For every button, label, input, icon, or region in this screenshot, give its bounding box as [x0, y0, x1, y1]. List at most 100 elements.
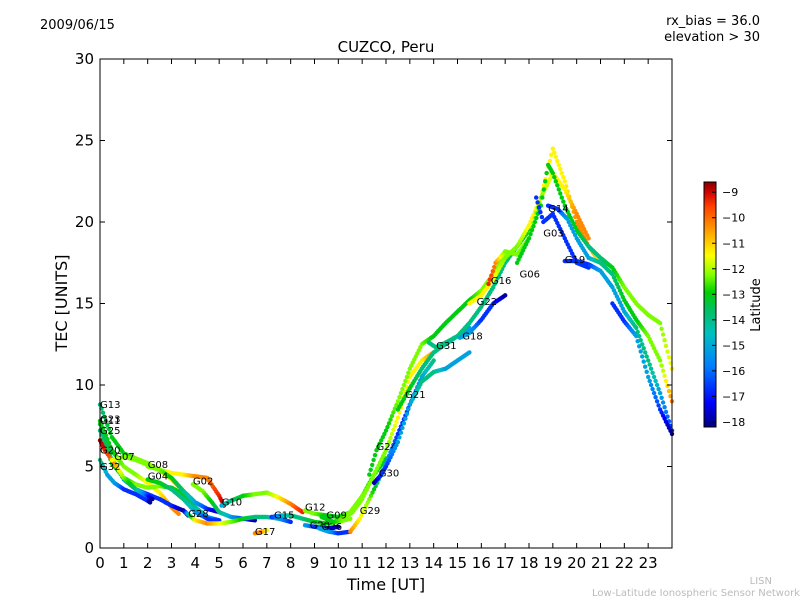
satellite-label: G26	[322, 522, 342, 533]
data-point	[662, 338, 667, 343]
data-point	[665, 349, 670, 354]
satellite-label: G32	[100, 462, 120, 473]
credit-short: LISN	[749, 576, 772, 587]
data-point	[264, 527, 269, 533]
data-point	[103, 418, 109, 424]
x-tick-label: 12	[376, 554, 395, 572]
data-point	[654, 382, 660, 388]
data-point	[404, 411, 410, 417]
satellite-label: G31	[436, 341, 456, 352]
x-tick-label: 0	[95, 554, 105, 572]
data-point	[644, 354, 649, 359]
data-point	[666, 355, 672, 360]
data-point	[380, 435, 385, 440]
data-point	[431, 358, 436, 363]
data-point	[646, 358, 651, 363]
satellite-label: G08	[148, 460, 168, 471]
satellite-label: G22	[477, 297, 497, 308]
satellite-label: G09	[326, 511, 346, 522]
data-point	[389, 431, 395, 437]
colorbar-tick-label: −10	[722, 212, 745, 225]
satellite-label: G17	[255, 527, 275, 538]
data-point	[531, 223, 536, 229]
data-point	[657, 390, 663, 396]
satellite-label: G16	[491, 276, 511, 287]
data-point	[401, 382, 407, 388]
y-tick-label: 25	[75, 132, 94, 150]
satellite-label: G18	[462, 331, 482, 342]
data-point	[550, 170, 555, 176]
x-tick-label: 21	[591, 554, 610, 572]
chart-title: CUZCO, Peru	[338, 38, 435, 56]
data-point	[383, 448, 389, 453]
data-point	[643, 364, 648, 369]
data-point	[102, 414, 107, 419]
x-tick-label: 10	[329, 554, 348, 572]
data-point	[663, 343, 669, 349]
data-point	[662, 373, 667, 378]
data-point	[651, 374, 657, 380]
data-point	[540, 195, 545, 200]
data-point	[558, 191, 563, 196]
colorbar-label: Latitude	[749, 278, 764, 332]
x-tick-label: 19	[543, 554, 562, 572]
satellite-label: G25	[100, 426, 120, 437]
data-point	[555, 183, 560, 188]
y-tick-label: 15	[75, 295, 94, 313]
colorbar-tick-label: −16	[722, 365, 745, 378]
data-point	[556, 162, 561, 168]
data-point	[403, 378, 408, 384]
data-point	[391, 427, 396, 432]
data-point	[651, 390, 657, 396]
colorbar-tick-label: −12	[722, 263, 745, 276]
satellite-label: G03	[543, 229, 563, 240]
data-point	[641, 359, 646, 364]
colorbar-tick-label: −11	[722, 237, 745, 250]
data-point	[659, 395, 664, 400]
data-point	[105, 422, 110, 428]
satellite-label: G14	[548, 204, 568, 215]
data-point	[401, 421, 407, 426]
data-point	[534, 215, 539, 221]
data-point	[106, 426, 112, 432]
satellite-label: G29	[360, 506, 380, 517]
elevation-label: elevation > 30	[664, 30, 760, 45]
data-point	[663, 409, 669, 415]
colorbar-tick-label: −15	[722, 339, 745, 352]
data-point	[559, 195, 564, 200]
x-tick-label: 2	[143, 554, 153, 572]
data-point	[382, 431, 387, 437]
data-point	[650, 370, 655, 375]
data-point	[386, 439, 392, 445]
credit-long: Low-Latitude Ionospheric Sensor Network	[592, 588, 800, 599]
y-tick-label: 10	[75, 376, 94, 394]
colorbar-tick-label: −13	[722, 288, 745, 301]
data-point	[637, 344, 642, 349]
rx-bias-label: rx_bias = 36.0	[666, 14, 760, 29]
data-point	[398, 390, 404, 396]
data-point	[643, 350, 648, 355]
colorbar-tick-label: −14	[722, 314, 745, 327]
series-g28: G28	[181, 508, 293, 526]
y-tick-label: 5	[84, 458, 94, 476]
series-g08: G08	[145, 460, 222, 515]
date-label: 2009/06/15	[40, 18, 115, 33]
data-point	[656, 386, 661, 392]
data-point	[147, 500, 153, 505]
satellite-label: G23	[100, 415, 120, 426]
y-tick-label: 0	[84, 539, 94, 557]
data-point	[367, 496, 372, 502]
data-point	[662, 405, 667, 410]
data-point	[176, 511, 181, 516]
colorbar-gradient	[703, 181, 717, 428]
series-g18: G18	[457, 293, 508, 342]
satellite-label: G15	[274, 511, 294, 522]
y-axis-label: TEC [UNITS]	[52, 255, 71, 353]
satellite-label: G28	[188, 509, 208, 520]
data-point	[395, 399, 401, 404]
series-g30: G30	[371, 350, 472, 485]
data-point	[660, 400, 666, 405]
data-point	[108, 430, 113, 436]
data-point	[657, 358, 663, 363]
